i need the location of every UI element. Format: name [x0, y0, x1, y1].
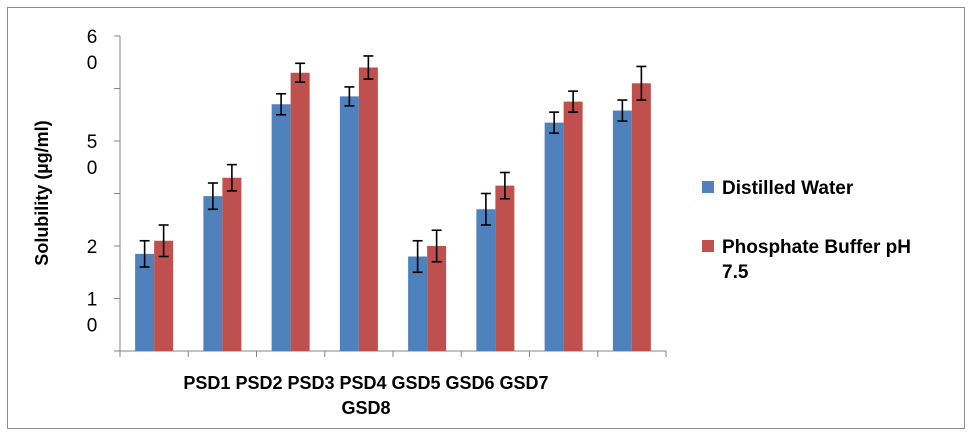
- error-bar-phosphate-buffer-psd4: [363, 55, 374, 80]
- y-tick-label: 0: [87, 316, 98, 337]
- error-bar-distilled-water-gsd7: [549, 111, 560, 134]
- error-bar-phosphate-buffer-gsd5: [431, 229, 442, 263]
- category-labels-line-1: PSD1 PSD2 PSD3 PSD4 GSD5 GSD6 GSD7: [183, 373, 548, 393]
- bar-phosphate-buffer-psd3: [290, 72, 310, 351]
- legend-label-phosphate-buffer: Phosphate Buffer pH: [722, 237, 911, 258]
- bar-distilled-water-psd3: [271, 104, 291, 351]
- y-tick-label: 2: [87, 237, 98, 258]
- legend-label-distilled-water: Distilled Water: [722, 178, 854, 199]
- bar-phosphate-buffer-psd2: [222, 177, 242, 351]
- error-bar-phosphate-buffer-psd1: [158, 224, 169, 258]
- error-bar-phosphate-buffer-psd3: [295, 62, 306, 83]
- y-tick-label: 1: [87, 290, 98, 311]
- bar-distilled-water-psd4: [339, 96, 359, 351]
- error-bar-phosphate-buffer-psd2: [226, 163, 237, 192]
- y-axis-label: Solubility (µg/ml): [32, 120, 52, 265]
- bar-distilled-water-gsd6: [476, 209, 496, 351]
- bar-distilled-water-psd1: [135, 253, 155, 351]
- bar-distilled-water-gsd7: [544, 122, 564, 351]
- y-tick-label: 0: [87, 53, 98, 74]
- category-labels-line-2: GSD8: [341, 398, 390, 418]
- bars: [135, 67, 651, 351]
- legend: Distilled Water Phosphate Buffer pH 7.5: [702, 178, 911, 283]
- category-labels: PSD1 PSD2 PSD3 PSD4 GSD5 GSD6 GSD7 GSD8: [183, 373, 548, 418]
- bar-distilled-water-psd2: [203, 196, 223, 351]
- legend-swatch-phosphate-buffer: [702, 240, 714, 252]
- error-bar-distilled-water-psd3: [276, 92, 287, 116]
- error-bar-distilled-water-psd2: [207, 182, 218, 211]
- legend-swatch-distilled-water: [702, 181, 714, 193]
- error-bars: [139, 55, 647, 274]
- error-bar-phosphate-buffer-gsd6: [499, 171, 510, 200]
- bar-phosphate-buffer-gsd8: [631, 83, 651, 351]
- error-bar-phosphate-buffer-gsd8: [636, 65, 647, 101]
- bar-phosphate-buffer-gsd6: [495, 185, 515, 351]
- bar-phosphate-buffer-gsd5: [427, 246, 447, 351]
- legend-label-phosphate-buffer-line-2: 7.5: [722, 262, 749, 283]
- y-tick-label: 0: [87, 158, 98, 179]
- y-tick-label: 6: [87, 27, 98, 48]
- error-bar-distilled-water-psd1: [139, 239, 150, 268]
- bar-phosphate-buffer-psd4: [358, 67, 378, 351]
- bar-phosphate-buffer-psd1: [154, 240, 174, 351]
- error-bar-distilled-water-gsd6: [480, 192, 491, 226]
- bar-phosphate-buffer-gsd7: [563, 101, 583, 351]
- axes: [114, 35, 667, 357]
- error-bar-distilled-water-gsd8: [617, 99, 628, 122]
- error-bar-distilled-water-psd4: [344, 86, 355, 107]
- y-tick-labels: 1 0 2 5 0 6 0: [87, 27, 98, 337]
- error-bar-distilled-water-gsd5: [412, 239, 423, 274]
- y-tick-label: 5: [87, 132, 98, 153]
- bar-distilled-water-gsd8: [612, 110, 632, 351]
- chart-frame: [7, 7, 965, 429]
- bar-distilled-water-gsd5: [408, 256, 428, 351]
- error-bar-phosphate-buffer-gsd7: [568, 90, 579, 113]
